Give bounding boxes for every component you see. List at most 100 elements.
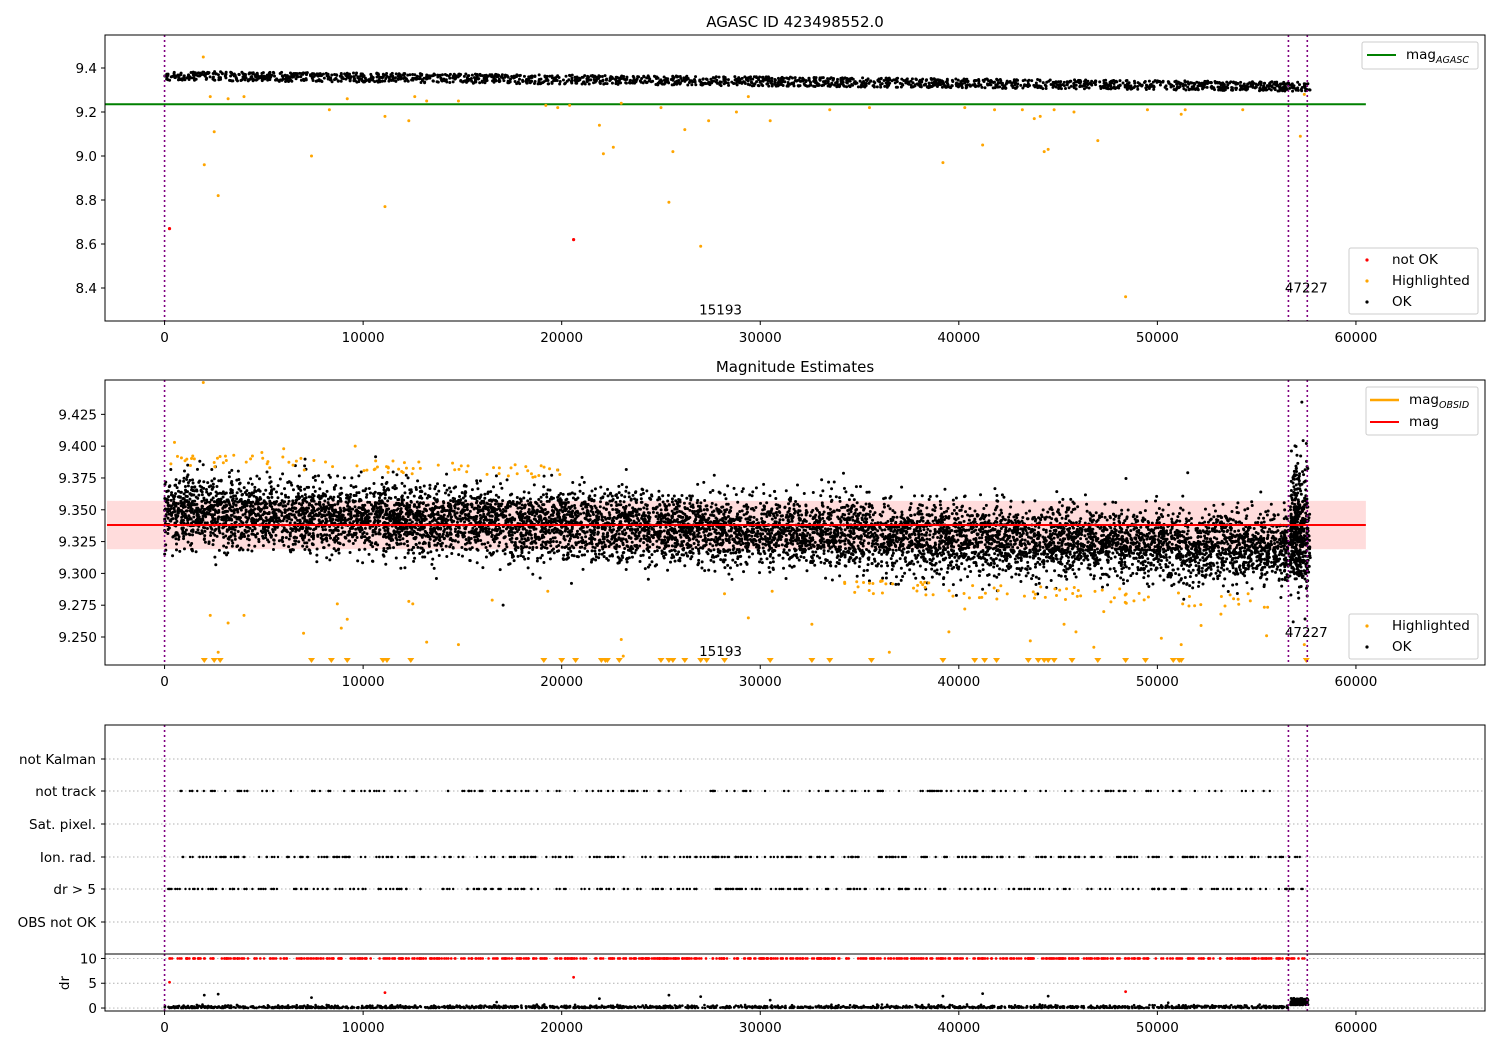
ok-point xyxy=(629,81,633,85)
ok-point xyxy=(1250,503,1254,507)
ok-point xyxy=(964,78,968,82)
ok-point xyxy=(708,83,712,87)
ok-point xyxy=(1085,85,1089,89)
ok-point xyxy=(571,480,575,484)
ok-point xyxy=(960,84,964,88)
ok-point xyxy=(500,75,504,79)
ok-point xyxy=(956,526,960,530)
ok-point xyxy=(412,559,416,563)
ok-point xyxy=(709,77,713,81)
ok-point xyxy=(1109,557,1113,561)
ok-point xyxy=(585,77,589,81)
ok-point xyxy=(444,78,448,82)
ok-point xyxy=(906,81,910,85)
ok-point xyxy=(335,73,339,77)
ok-point xyxy=(325,556,329,560)
ok-point xyxy=(1122,581,1126,585)
ok-point xyxy=(1252,526,1256,530)
ok-point xyxy=(1158,562,1162,566)
ok-point xyxy=(646,74,650,78)
ok-point xyxy=(395,508,399,512)
ok-point xyxy=(1287,81,1291,85)
ok-point xyxy=(200,499,204,503)
ok-point xyxy=(773,82,777,86)
ok-point xyxy=(673,549,677,553)
ok-point xyxy=(537,78,541,82)
ok-point xyxy=(1033,85,1037,89)
ok-point xyxy=(1128,554,1132,558)
ok-point xyxy=(980,85,984,89)
ok-point xyxy=(245,489,249,493)
ok-point xyxy=(940,85,944,89)
ok-point xyxy=(1016,546,1020,550)
ok-point xyxy=(964,86,968,90)
ok-point xyxy=(622,77,626,81)
ok-point xyxy=(1077,78,1081,82)
ok-point xyxy=(550,80,554,84)
ok-point xyxy=(765,77,769,81)
ok-point xyxy=(1111,512,1115,516)
ok-point xyxy=(182,75,186,79)
ok-point xyxy=(729,506,733,510)
ok-point xyxy=(510,75,514,79)
ok-point xyxy=(339,79,343,83)
ok-point xyxy=(895,79,899,83)
ok-point xyxy=(1100,512,1104,516)
ok-point xyxy=(191,481,195,485)
ok-point xyxy=(1049,82,1053,86)
ok-point xyxy=(1074,87,1078,91)
ok-point xyxy=(580,536,584,540)
ok-point xyxy=(1190,81,1194,85)
ok-point xyxy=(269,75,273,79)
ok-point xyxy=(418,75,422,79)
ok-point xyxy=(881,510,885,514)
ok-point xyxy=(927,81,931,85)
ok-point xyxy=(480,74,484,78)
highlighted-point xyxy=(1124,295,1128,299)
ok-point xyxy=(395,473,399,477)
ok-point xyxy=(1079,84,1083,88)
ok-point xyxy=(610,81,614,85)
ok-point xyxy=(498,540,502,544)
ok-point xyxy=(957,84,961,88)
ok-point xyxy=(390,78,394,82)
ok-point xyxy=(485,78,489,82)
ok-point xyxy=(293,542,297,546)
ok-point xyxy=(913,84,917,88)
highlighted-point xyxy=(310,154,314,158)
ok-point xyxy=(217,78,221,82)
ok-point xyxy=(406,79,410,83)
ok-point xyxy=(590,549,594,553)
highlighted-point xyxy=(993,108,997,112)
highlighted-point xyxy=(659,106,663,110)
ok-point xyxy=(558,82,562,86)
ok-point xyxy=(920,494,924,498)
ok-point xyxy=(580,82,584,86)
ok-point xyxy=(1209,517,1213,521)
ok-point xyxy=(1113,547,1117,551)
highlighted-point xyxy=(963,106,967,110)
ok-point xyxy=(831,78,835,82)
ok-point xyxy=(1228,569,1232,573)
ok-point xyxy=(723,493,727,497)
ok-point xyxy=(406,495,410,499)
ok-point xyxy=(900,553,904,557)
ok-point xyxy=(532,483,536,487)
ok-point xyxy=(301,77,305,81)
ok-point xyxy=(355,491,359,495)
ok-point xyxy=(1269,502,1273,506)
ok-point xyxy=(925,547,929,551)
ok-point xyxy=(618,499,622,503)
highlighted-point xyxy=(1038,114,1042,118)
ok-point xyxy=(304,71,308,75)
ok-point xyxy=(991,80,995,84)
ok-point xyxy=(682,501,686,505)
ok-point xyxy=(651,79,655,83)
ok-point xyxy=(324,71,328,75)
ok-point xyxy=(1211,86,1215,90)
ok-point xyxy=(924,568,928,572)
ok-point xyxy=(387,76,391,80)
ok-point xyxy=(474,73,478,77)
ok-point xyxy=(1161,79,1165,83)
ok-point xyxy=(1065,82,1069,86)
